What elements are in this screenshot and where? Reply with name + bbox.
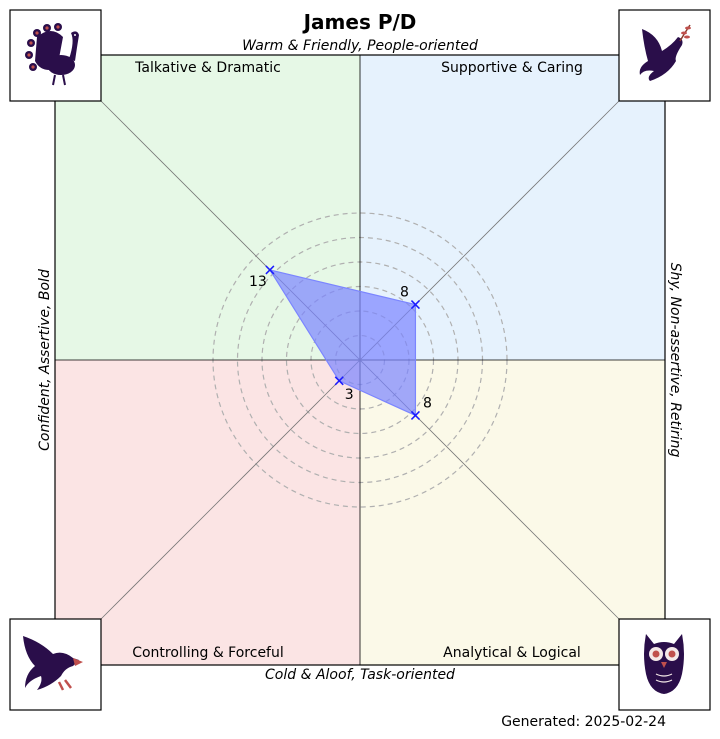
- axis-label-left: Confident, Assertive, Bold: [37, 269, 53, 451]
- axis-label-right: Shy, Non-assertive, Retiring: [667, 263, 683, 458]
- axis-label-bottom: Cold & Aloof, Task-oriented: [265, 667, 455, 683]
- peacock-icon-box: [9, 9, 102, 102]
- data-point-bottom-right: [410, 410, 420, 420]
- value-label-top-right: 8: [400, 285, 409, 301]
- quadrant-label-top-right: Supportive & Caring: [441, 60, 583, 76]
- generated-date: Generated: 2025-02-24: [501, 714, 666, 730]
- quadrant-label-top-left: Talkative & Dramatic: [134, 60, 281, 76]
- quadrant-label-bottom-right: Analytical & Logical: [443, 645, 581, 661]
- value-label-bottom-left: 3: [345, 387, 354, 403]
- data-point-top-right: [410, 300, 420, 310]
- dove-icon: [639, 24, 691, 81]
- owl-icon: [644, 634, 684, 694]
- data-point-top-left: [265, 265, 275, 275]
- axis-label-top: Warm & Friendly, People-oriented: [242, 38, 478, 54]
- eagle-icon-box: [9, 618, 102, 711]
- dove-icon-box: [618, 9, 711, 102]
- value-label-bottom-right: 8: [423, 395, 432, 411]
- peacock-icon: [25, 23, 79, 86]
- quadrant-label-bottom-left: Controlling & Forceful: [132, 645, 284, 661]
- data-polygon-group: 13 8 8 3: [249, 265, 432, 420]
- labels: James P/D Warm & Friendly, People-orient…: [37, 10, 683, 730]
- data-point-bottom-left: [334, 376, 344, 386]
- value-label-top-left: 13: [249, 274, 267, 290]
- eagle-icon: [23, 636, 83, 691]
- owl-icon-box: [618, 618, 711, 711]
- chart-title: James P/D: [302, 10, 417, 34]
